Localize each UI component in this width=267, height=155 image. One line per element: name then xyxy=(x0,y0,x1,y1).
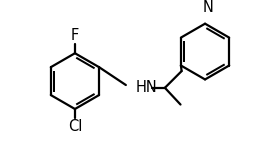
Text: F: F xyxy=(71,28,79,43)
Text: N: N xyxy=(202,0,213,15)
Text: Cl: Cl xyxy=(68,119,82,134)
Text: HN: HN xyxy=(136,80,158,95)
